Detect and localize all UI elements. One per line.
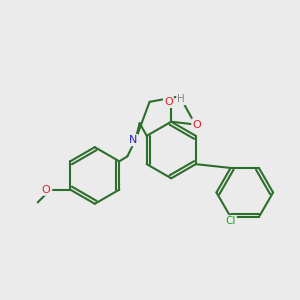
Text: O: O	[42, 184, 51, 195]
Text: Cl: Cl	[225, 216, 236, 226]
Text: N: N	[129, 135, 137, 145]
Text: O: O	[164, 97, 173, 107]
Text: H: H	[177, 94, 185, 104]
Text: O: O	[192, 119, 201, 130]
